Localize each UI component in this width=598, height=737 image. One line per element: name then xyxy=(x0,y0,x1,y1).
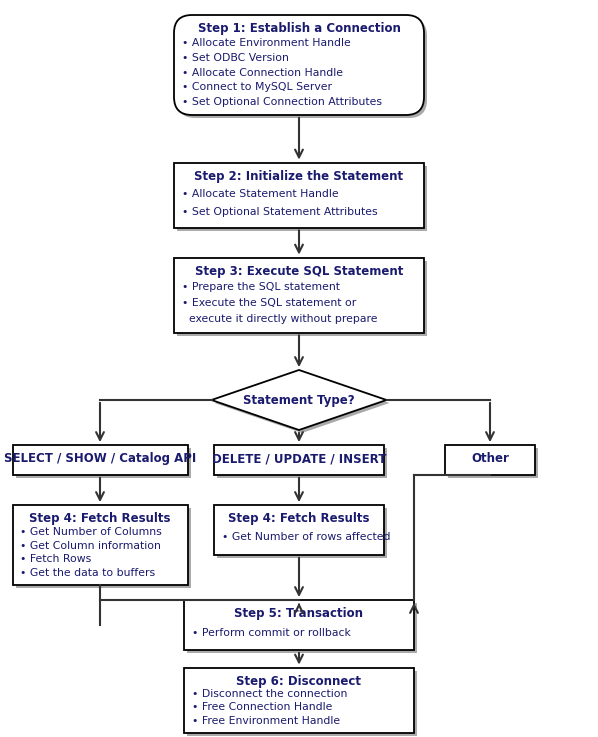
Text: • Allocate Environment Handle: • Allocate Environment Handle xyxy=(182,38,351,48)
Bar xyxy=(13,445,188,475)
Polygon shape xyxy=(212,370,386,430)
Text: • Free Connection Handle: • Free Connection Handle xyxy=(192,702,332,713)
Bar xyxy=(16,508,191,588)
Text: • Get Number of rows affected: • Get Number of rows affected xyxy=(222,533,390,542)
Text: • Allocate Connection Handle: • Allocate Connection Handle xyxy=(182,68,343,77)
Text: • Set ODBC Version: • Set ODBC Version xyxy=(182,52,289,63)
Bar xyxy=(214,445,384,475)
Bar xyxy=(217,508,387,558)
Bar xyxy=(13,505,188,585)
Bar xyxy=(174,257,424,332)
Text: • Fetch Rows: • Fetch Rows xyxy=(20,554,91,565)
Bar xyxy=(214,505,384,555)
Text: Step 3: Execute SQL Statement: Step 3: Execute SQL Statement xyxy=(195,265,403,278)
Bar xyxy=(174,162,424,228)
Text: Step 2: Initialize the Statement: Step 2: Initialize the Statement xyxy=(194,170,404,183)
Text: execute it directly without prepare: execute it directly without prepare xyxy=(182,313,377,324)
Text: • Perform commit or rollback: • Perform commit or rollback xyxy=(192,627,351,638)
Bar xyxy=(177,166,427,231)
Text: Other: Other xyxy=(471,452,509,465)
Bar xyxy=(445,445,535,475)
FancyBboxPatch shape xyxy=(177,18,427,118)
Text: • Disconnect the connection: • Disconnect the connection xyxy=(192,689,347,699)
Text: • Connect to MySQL Server: • Connect to MySQL Server xyxy=(182,83,332,92)
Bar xyxy=(187,671,417,736)
Bar xyxy=(448,448,538,478)
Bar xyxy=(184,668,414,733)
Text: • Prepare the SQL statement: • Prepare the SQL statement xyxy=(182,282,340,292)
Text: SELECT / SHOW / Catalog API: SELECT / SHOW / Catalog API xyxy=(4,452,196,465)
Text: • Free Environment Handle: • Free Environment Handle xyxy=(192,716,340,726)
FancyBboxPatch shape xyxy=(174,15,424,115)
Text: DELETE / UPDATE / INSERT: DELETE / UPDATE / INSERT xyxy=(212,452,386,465)
Bar xyxy=(217,448,387,478)
Bar xyxy=(16,448,191,478)
Text: Step 4: Fetch Results: Step 4: Fetch Results xyxy=(29,512,171,525)
Text: • Set Optional Statement Attributes: • Set Optional Statement Attributes xyxy=(182,206,377,217)
Text: Statement Type?: Statement Type? xyxy=(243,394,355,407)
Text: • Get Number of Columns: • Get Number of Columns xyxy=(20,527,162,537)
Bar xyxy=(184,600,414,650)
Text: • Execute the SQL statement or: • Execute the SQL statement or xyxy=(182,298,356,307)
Text: Step 4: Fetch Results: Step 4: Fetch Results xyxy=(228,512,370,525)
Text: Step 5: Transaction: Step 5: Transaction xyxy=(234,607,364,620)
Text: Step 1: Establish a Connection: Step 1: Establish a Connection xyxy=(197,22,401,35)
Text: • Allocate Statement Handle: • Allocate Statement Handle xyxy=(182,189,338,198)
Text: • Get the data to buffers: • Get the data to buffers xyxy=(20,568,155,579)
Text: Step 6: Disconnect: Step 6: Disconnect xyxy=(236,674,362,688)
Bar xyxy=(177,260,427,335)
Bar xyxy=(187,603,417,653)
Text: • Get Column information: • Get Column information xyxy=(20,541,161,551)
Text: • Set Optional Connection Attributes: • Set Optional Connection Attributes xyxy=(182,97,382,107)
Polygon shape xyxy=(215,373,389,433)
